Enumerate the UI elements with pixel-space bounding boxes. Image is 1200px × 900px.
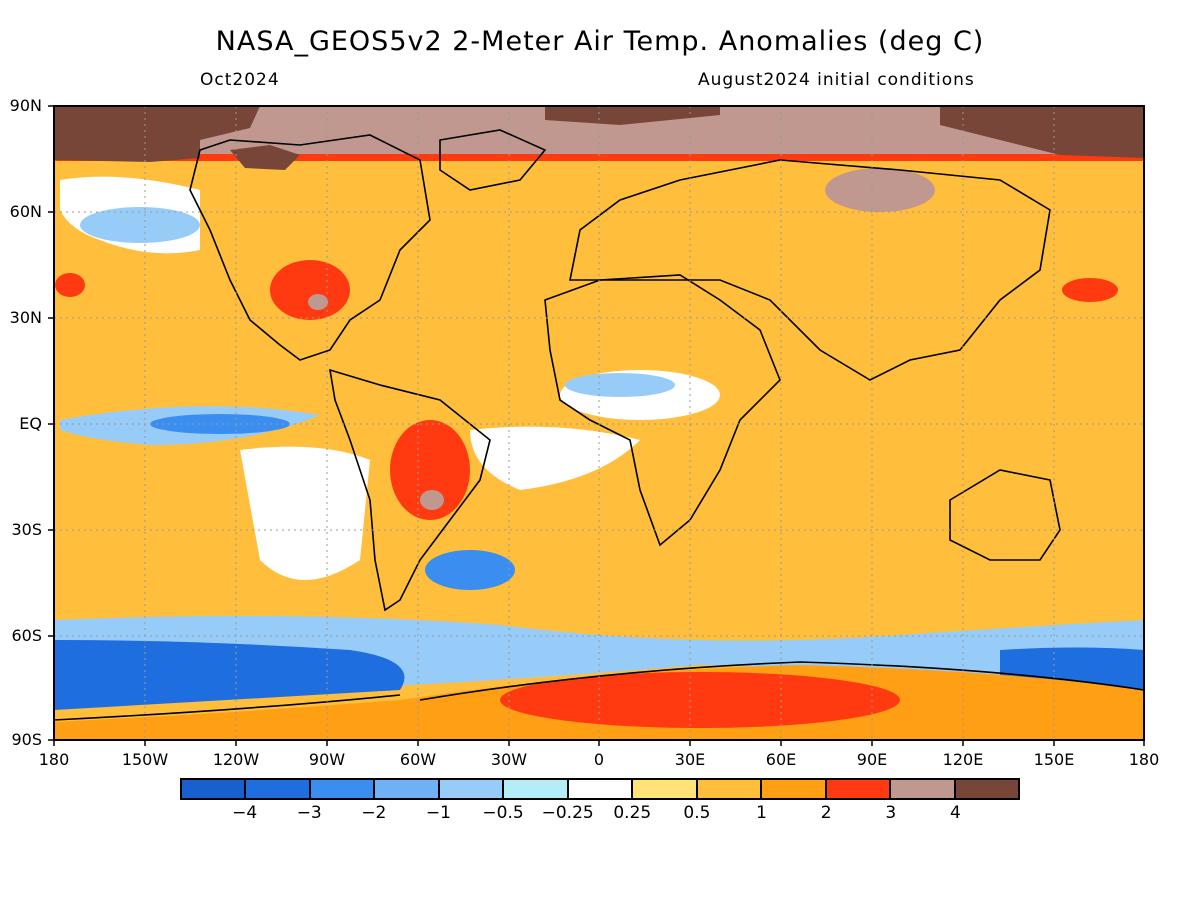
colorbar-label-8: 1 <box>756 803 767 823</box>
colorbar-box-12 <box>955 780 1019 798</box>
colorbar-box-10 <box>826 780 892 798</box>
southern-ocean-cold-west <box>54 640 405 710</box>
lat-label-30s: 30S <box>11 520 42 539</box>
colorbar-box-4 <box>439 780 505 798</box>
initial-conditions: August2024 initial conditions <box>698 70 975 90</box>
nw-pacific-warm <box>1062 278 1118 302</box>
colorbar-box-7 <box>633 780 698 798</box>
colorbar-box-5 <box>504 780 569 798</box>
lon-label-60w: 60W <box>399 750 437 769</box>
eq-atlantic-neutral <box>470 426 640 490</box>
arctic-archipelago-max <box>230 145 300 170</box>
lat-label-eq: EQ <box>19 414 42 433</box>
colorbar-label-0: −4 <box>232 803 258 823</box>
lat-label-90n: 90N <box>9 96 42 115</box>
lat-label-60s: 60S <box>11 626 42 645</box>
colorbar-box-2 <box>310 780 376 798</box>
lon-label-60e: 60E <box>765 750 797 769</box>
ne-pacific-cool <box>80 207 200 243</box>
eq-pacific-cold-core <box>150 414 290 434</box>
colorbar-box-3 <box>375 780 440 798</box>
arctic-max-east <box>940 106 1144 158</box>
antarctica-heat <box>500 672 900 728</box>
lon-label-180e: 180 <box>1128 750 1160 769</box>
colorbar-box-6 <box>568 780 634 798</box>
colorbar-box-9 <box>762 780 827 798</box>
colorbar-box-0 <box>182 780 247 798</box>
colorbar-label-2: −2 <box>361 803 387 823</box>
lon-label-120w: 120W <box>212 750 260 769</box>
axis-ticks <box>48 105 1145 746</box>
south-america-peak <box>420 490 444 510</box>
colorbar-label-11: 4 <box>949 803 961 823</box>
lon-label-120e: 120E <box>942 750 984 769</box>
colorbar-label-4: −0.5 <box>482 803 524 823</box>
south-america-heat <box>390 420 470 520</box>
colorbar-label-3: −1 <box>425 803 451 823</box>
south-atlantic-cool <box>425 550 515 590</box>
colorbar-box-11 <box>891 780 956 798</box>
sahel-cool <box>565 373 675 397</box>
us-heat-anomaly <box>270 260 350 320</box>
forecast-month: Oct2024 <box>200 70 280 90</box>
colorbar-label-6: 0.25 <box>613 803 652 823</box>
lon-label-90w: 90W <box>308 750 346 769</box>
lat-label-30n: 30N <box>9 308 42 327</box>
colorbar-label-1: −3 <box>296 803 322 823</box>
colorbar-box-1 <box>246 780 311 798</box>
lon-label-0: 0 <box>593 750 605 769</box>
lon-label-30w: 30W <box>490 750 528 769</box>
colorbar-label-5: −0.25 <box>541 803 594 823</box>
se-pacific-neutral <box>240 446 370 580</box>
colorbar-box-8 <box>697 780 763 798</box>
map-title: NASA_GEOS5v2 2-Meter Air Temp. Anomalies… <box>215 26 985 57</box>
lat-label-90s: 90S <box>11 730 42 749</box>
lat-label-60n: 60N <box>9 202 42 221</box>
coastlines <box>54 129 1144 721</box>
lon-label-150e: 150E <box>1033 750 1075 769</box>
lon-label-90e: 90E <box>856 750 888 769</box>
us-heat-peak <box>308 294 328 310</box>
map-grid <box>54 106 1144 740</box>
dateline-warm-spot <box>55 273 85 297</box>
colorbar-label-10: 3 <box>885 803 897 823</box>
lon-label-180w: 180 <box>38 750 70 769</box>
colorbar-label-9: 2 <box>820 803 832 823</box>
arctic-max-west <box>54 106 260 162</box>
lon-label-150w: 150W <box>121 750 169 769</box>
arctic-max-atlantic <box>545 106 720 125</box>
siberia-hotspot <box>825 168 935 212</box>
colorbar-label-7: 0.5 <box>683 803 711 823</box>
colorbar <box>180 778 1020 800</box>
lon-label-30e: 30E <box>674 750 706 769</box>
